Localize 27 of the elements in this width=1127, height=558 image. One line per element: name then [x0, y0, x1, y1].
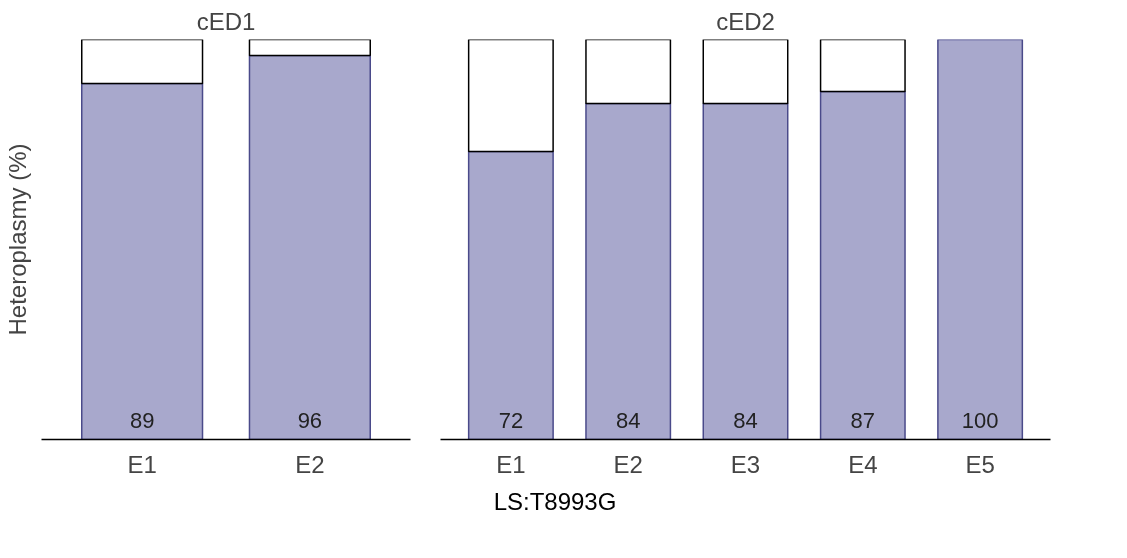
bar — [585, 39, 672, 105]
text: LS:T8993G — [493, 487, 617, 517]
x-tick-label: E2 — [613, 450, 643, 478]
chart-title: cED2 — [716, 7, 775, 35]
data-label: 84 — [615, 407, 641, 433]
bar — [702, 39, 789, 105]
x-tick-label: E4 — [848, 450, 878, 478]
x-tick-label: E1 — [496, 450, 526, 478]
x-tick-label: E2 — [295, 450, 325, 478]
data-label: 84 — [733, 407, 758, 433]
data-label: 89 — [129, 407, 155, 433]
bar — [585, 102, 672, 440]
bar — [702, 102, 789, 440]
bar — [819, 39, 906, 93]
x-tick-label: E5 — [965, 450, 995, 478]
x-tick-label: E3 — [730, 450, 761, 478]
data-label: 100 — [961, 407, 999, 433]
data-label: 96 — [297, 407, 323, 433]
bar — [937, 39, 1024, 440]
bar — [467, 150, 554, 440]
chart-title: cED1 — [196, 7, 256, 35]
bar — [819, 90, 906, 440]
data-label: 72 — [498, 407, 524, 433]
x-tick-label: E1 — [127, 450, 157, 478]
data-label: 87 — [850, 407, 876, 433]
y-axis-title: Heteroplasmy (%) — [3, 143, 31, 336]
bar — [467, 39, 554, 153]
